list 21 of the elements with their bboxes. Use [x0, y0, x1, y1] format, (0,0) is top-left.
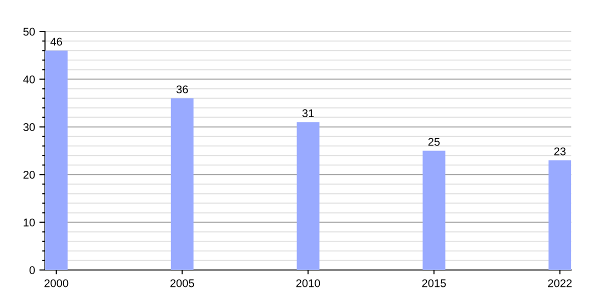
y-tick-label: 50 [23, 28, 35, 36]
x-tick-label: 2005 [170, 279, 194, 288]
data-label: 25 [428, 138, 440, 146]
data-label: 31 [302, 109, 314, 118]
y-tick-label: 20 [23, 170, 35, 179]
y-tick-label: 10 [24, 218, 35, 226]
bar [422, 150, 446, 270]
x-tick-label: 2010 [296, 279, 320, 288]
data-label: 36 [176, 85, 188, 94]
y-tick-label: 40 [23, 75, 35, 84]
bar [548, 160, 572, 270]
bar [296, 122, 320, 270]
bar [170, 98, 194, 270]
data-label: 23 [554, 147, 566, 156]
x-tick-label: 2022 [548, 279, 572, 288]
x-tick-label: 2000 [44, 279, 68, 288]
data-label: 46 [50, 38, 62, 46]
y-tick-label: 0 [30, 266, 35, 274]
bar [45, 50, 68, 270]
x-tick-label: 2015 [422, 279, 446, 288]
y-tick-label: 30 [23, 123, 35, 132]
